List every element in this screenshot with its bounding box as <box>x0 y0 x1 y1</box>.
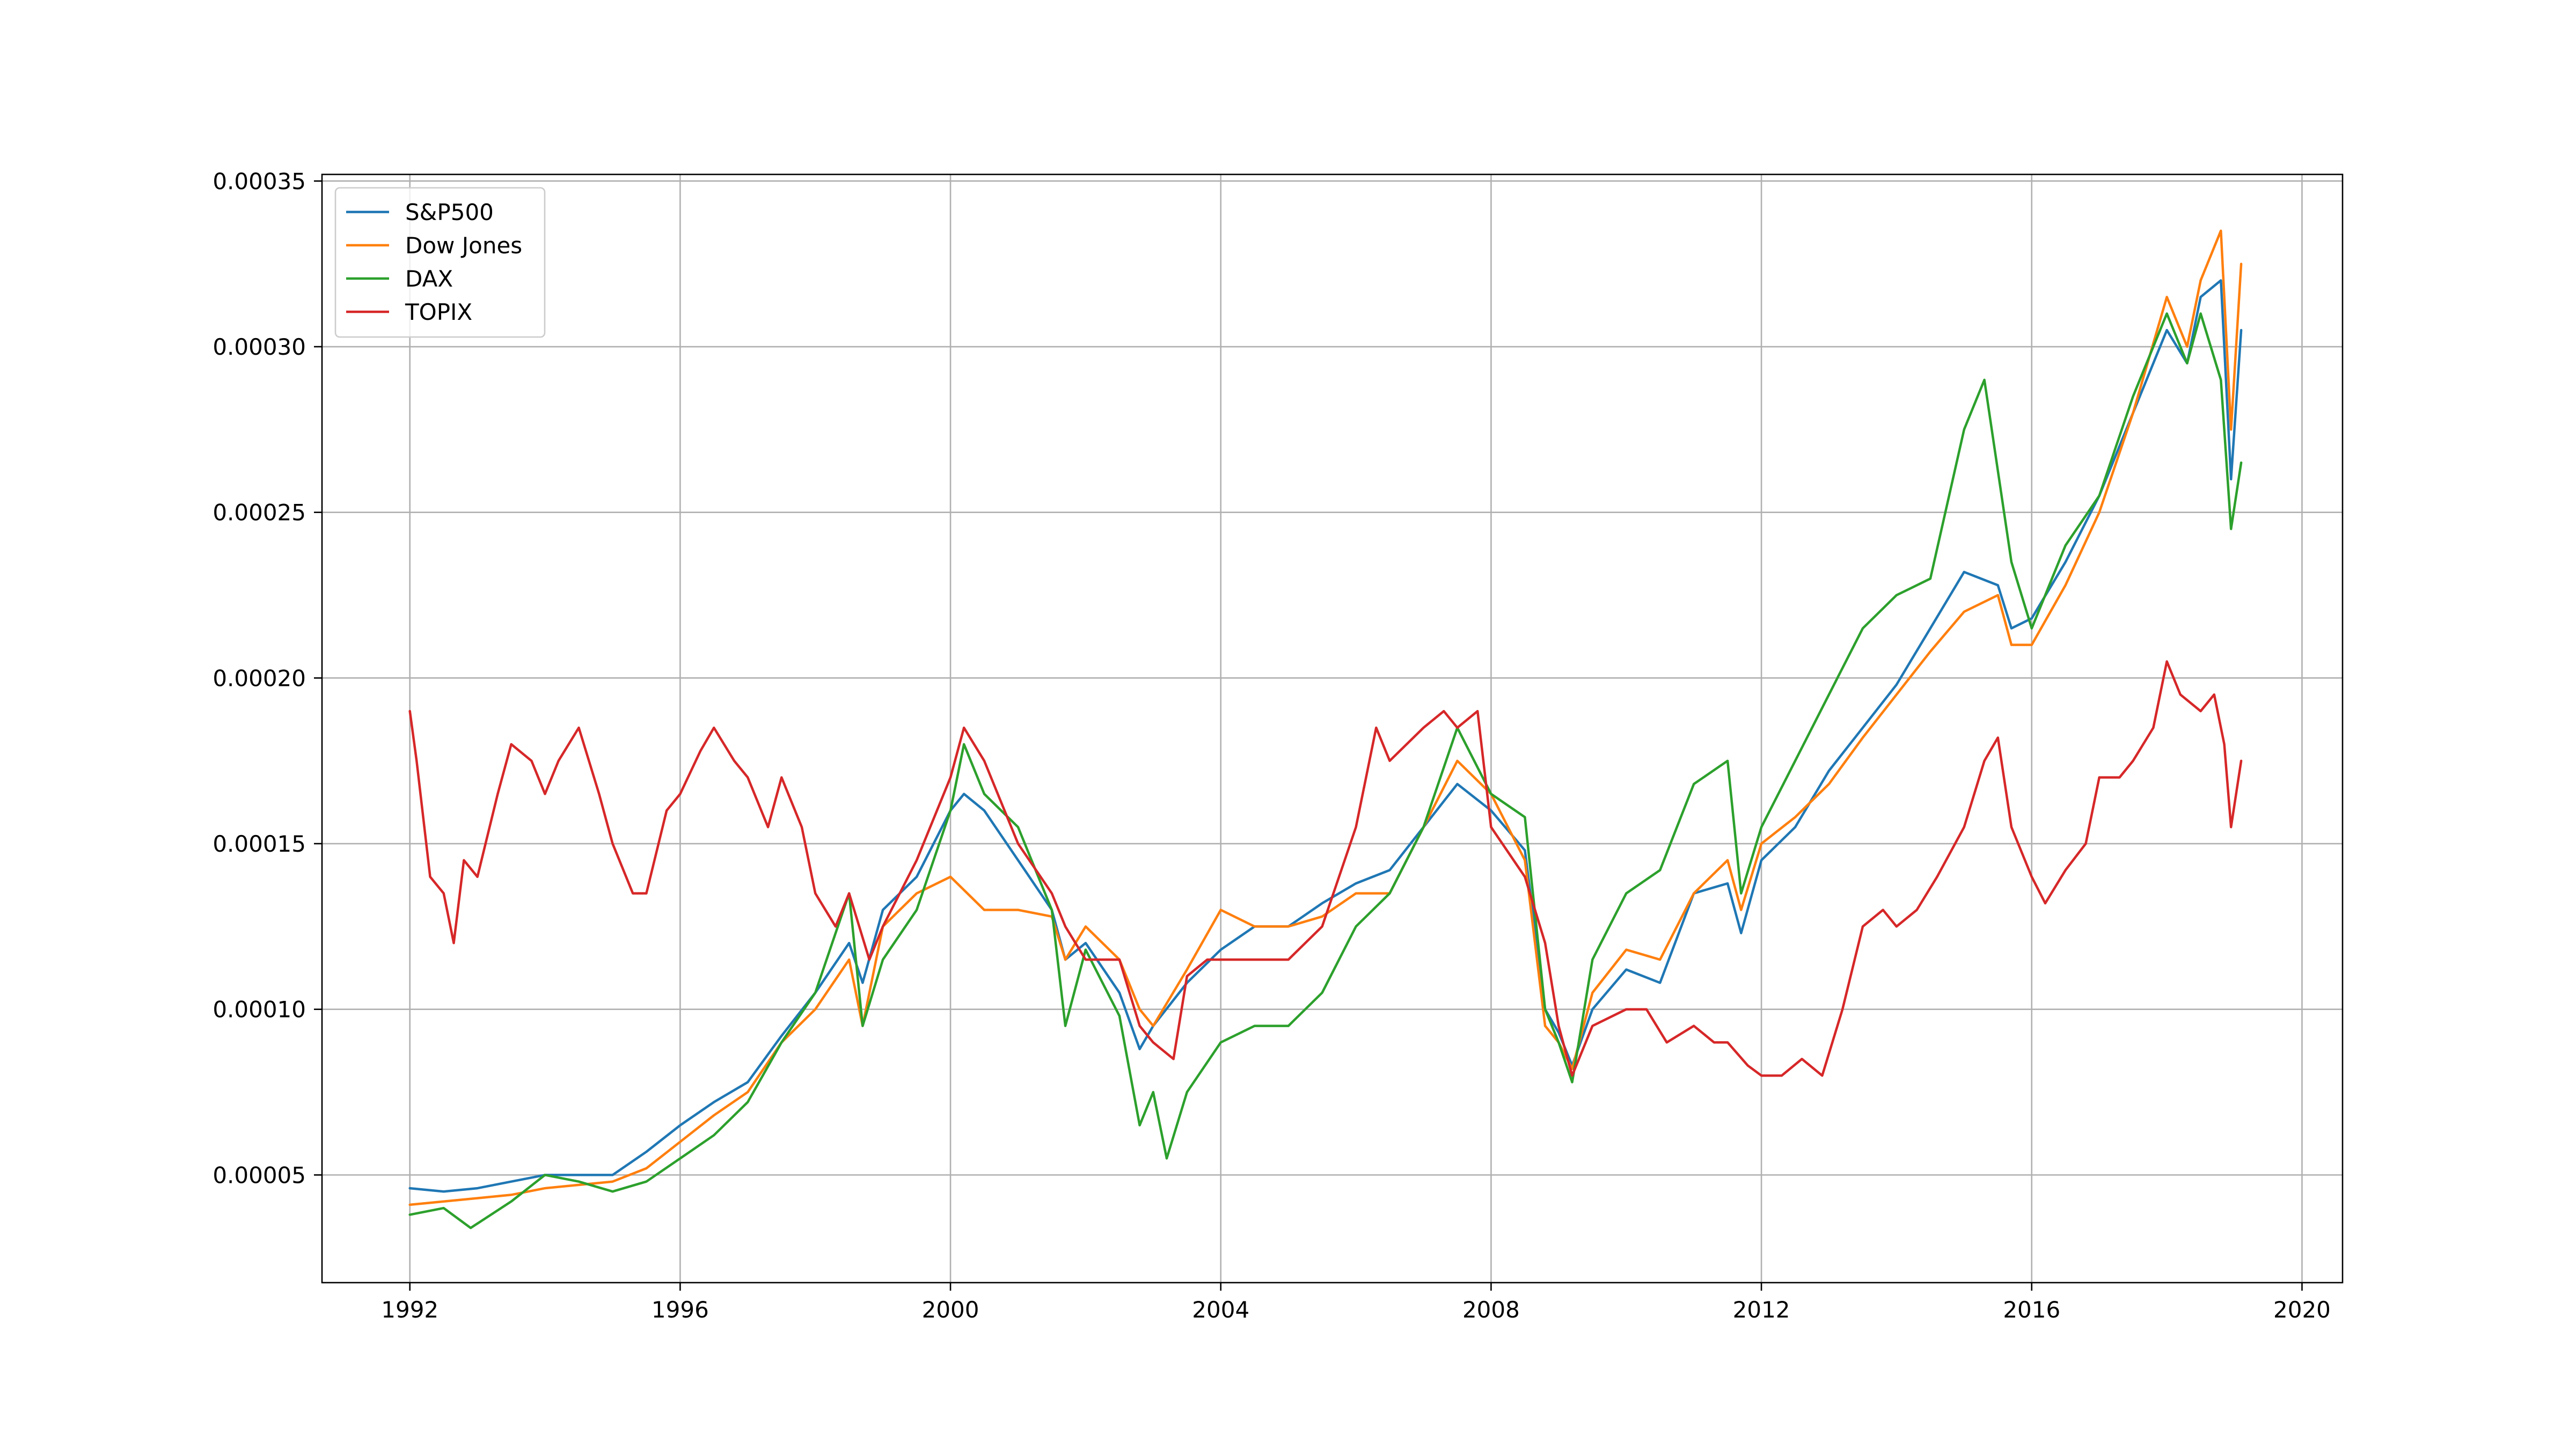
x-tick-label: 2004 <box>1192 1297 1249 1323</box>
y-tick-label: 0.00015 <box>213 831 306 857</box>
x-tick-label: 2016 <box>2003 1297 2060 1323</box>
series-line-dax <box>408 312 2243 1230</box>
y-tick-label: 0.00030 <box>213 334 306 360</box>
grid <box>322 174 2343 1283</box>
legend-entry-label: DAX <box>405 266 453 292</box>
legend-entry-label: S&P500 <box>405 199 494 225</box>
x-tick-label: 2012 <box>1733 1297 1790 1323</box>
x-tick-label: 2008 <box>1462 1297 1520 1323</box>
legend-entry-label: TOPIX <box>405 299 472 325</box>
y-tick-label: 0.00005 <box>213 1162 306 1188</box>
y-axis: 0.00005 0.00010 0.00015 0.00020 0.00025 0.000… <box>213 168 322 1188</box>
y-tick-label: 0.00035 <box>213 168 306 194</box>
x-tick-label: 2000 <box>922 1297 979 1323</box>
x-tick-label: 1996 <box>652 1297 709 1323</box>
x-axis: 1992 1996 2000 2004 2008 2012 2016 2020 <box>381 1283 2331 1323</box>
series-group <box>408 229 2243 1230</box>
x-tick-label: 2020 <box>2273 1297 2331 1323</box>
x-tick-label: 1992 <box>381 1297 438 1323</box>
legend-entry-label: Dow Jones <box>405 232 522 259</box>
series-line-topix <box>408 660 2243 1077</box>
series-line-s-p500 <box>408 279 2243 1193</box>
y-tick-label: 0.00010 <box>213 997 306 1023</box>
y-tick-label: 0.00025 <box>213 500 306 526</box>
legend: S&P500 Dow Jones DAX TOPIX <box>334 187 546 338</box>
y-tick-label: 0.00020 <box>213 665 306 691</box>
legend-box <box>334 187 546 338</box>
axes-frame <box>321 173 2344 1284</box>
